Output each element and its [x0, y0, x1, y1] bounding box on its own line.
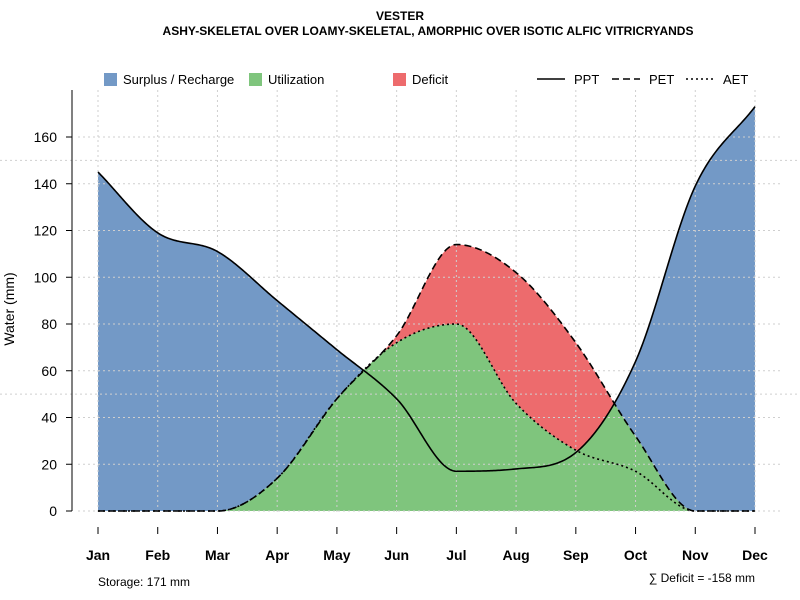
- y-tick-label: 160: [34, 129, 58, 145]
- chart-title: VESTER: [376, 9, 424, 23]
- y-tick-label: 40: [41, 410, 57, 426]
- area-fills: [98, 106, 755, 512]
- utilization-area: [578, 403, 694, 511]
- y-tick-label: 100: [34, 269, 58, 285]
- x-tick-label: Jun: [384, 547, 409, 563]
- x-tick-label: Nov: [682, 547, 709, 563]
- legend-label: Surplus / Recharge: [123, 72, 234, 87]
- x-tick-label: Jan: [86, 547, 110, 563]
- tick-labels: 0 20 40 60 80 100 120 140 160 Jan Feb Mar Apr May Jun J…: [34, 129, 768, 563]
- x-tick-label: Mar: [205, 547, 230, 563]
- y-tick-label: 0: [49, 503, 57, 519]
- axes: [66, 90, 756, 534]
- deficit-note: ∑ Deficit = -158 mm: [649, 571, 755, 585]
- legend-swatch: [104, 73, 117, 86]
- x-tick-label: Sep: [563, 547, 589, 563]
- legend-swatch: [393, 73, 406, 86]
- x-tick-label: May: [323, 547, 350, 563]
- y-tick-label: 60: [41, 363, 57, 379]
- x-tick-label: Dec: [742, 547, 768, 563]
- legend-label: PPT: [574, 72, 599, 87]
- y-tick-label: 120: [34, 223, 58, 239]
- y-tick-label: 20: [41, 456, 57, 472]
- y-axis-label: Water (mm): [1, 272, 17, 345]
- chart-subtitle: ASHY-SKELETAL OVER LOAMY-SKELETAL, AMORP…: [163, 24, 694, 38]
- storage-note: Storage: 171 mm: [98, 575, 190, 589]
- y-tick-label: 80: [41, 316, 57, 332]
- x-tick-label: Apr: [265, 547, 290, 563]
- x-tick-label: Aug: [502, 547, 529, 563]
- series-ppt-line: [97, 106, 756, 473]
- legend: Surplus / Recharge Utilization Deficit PPT P…: [104, 72, 748, 87]
- legend-label: Utilization: [268, 72, 324, 87]
- x-tick-label: Feb: [145, 547, 170, 563]
- y-tick-label: 140: [34, 176, 58, 192]
- surplus-area: [98, 172, 364, 511]
- series-pet-line: [98, 243, 755, 512]
- x-tick-label: Jul: [446, 547, 466, 563]
- utilization-area: [218, 324, 694, 511]
- surplus-area: [614, 106, 755, 512]
- legend-swatch: [249, 73, 262, 86]
- legend-label: AET: [723, 72, 748, 87]
- legend-label: PET: [649, 72, 674, 87]
- x-tick-label: Oct: [624, 547, 648, 563]
- series-lines: [97, 106, 756, 512]
- legend-label: Deficit: [412, 72, 449, 87]
